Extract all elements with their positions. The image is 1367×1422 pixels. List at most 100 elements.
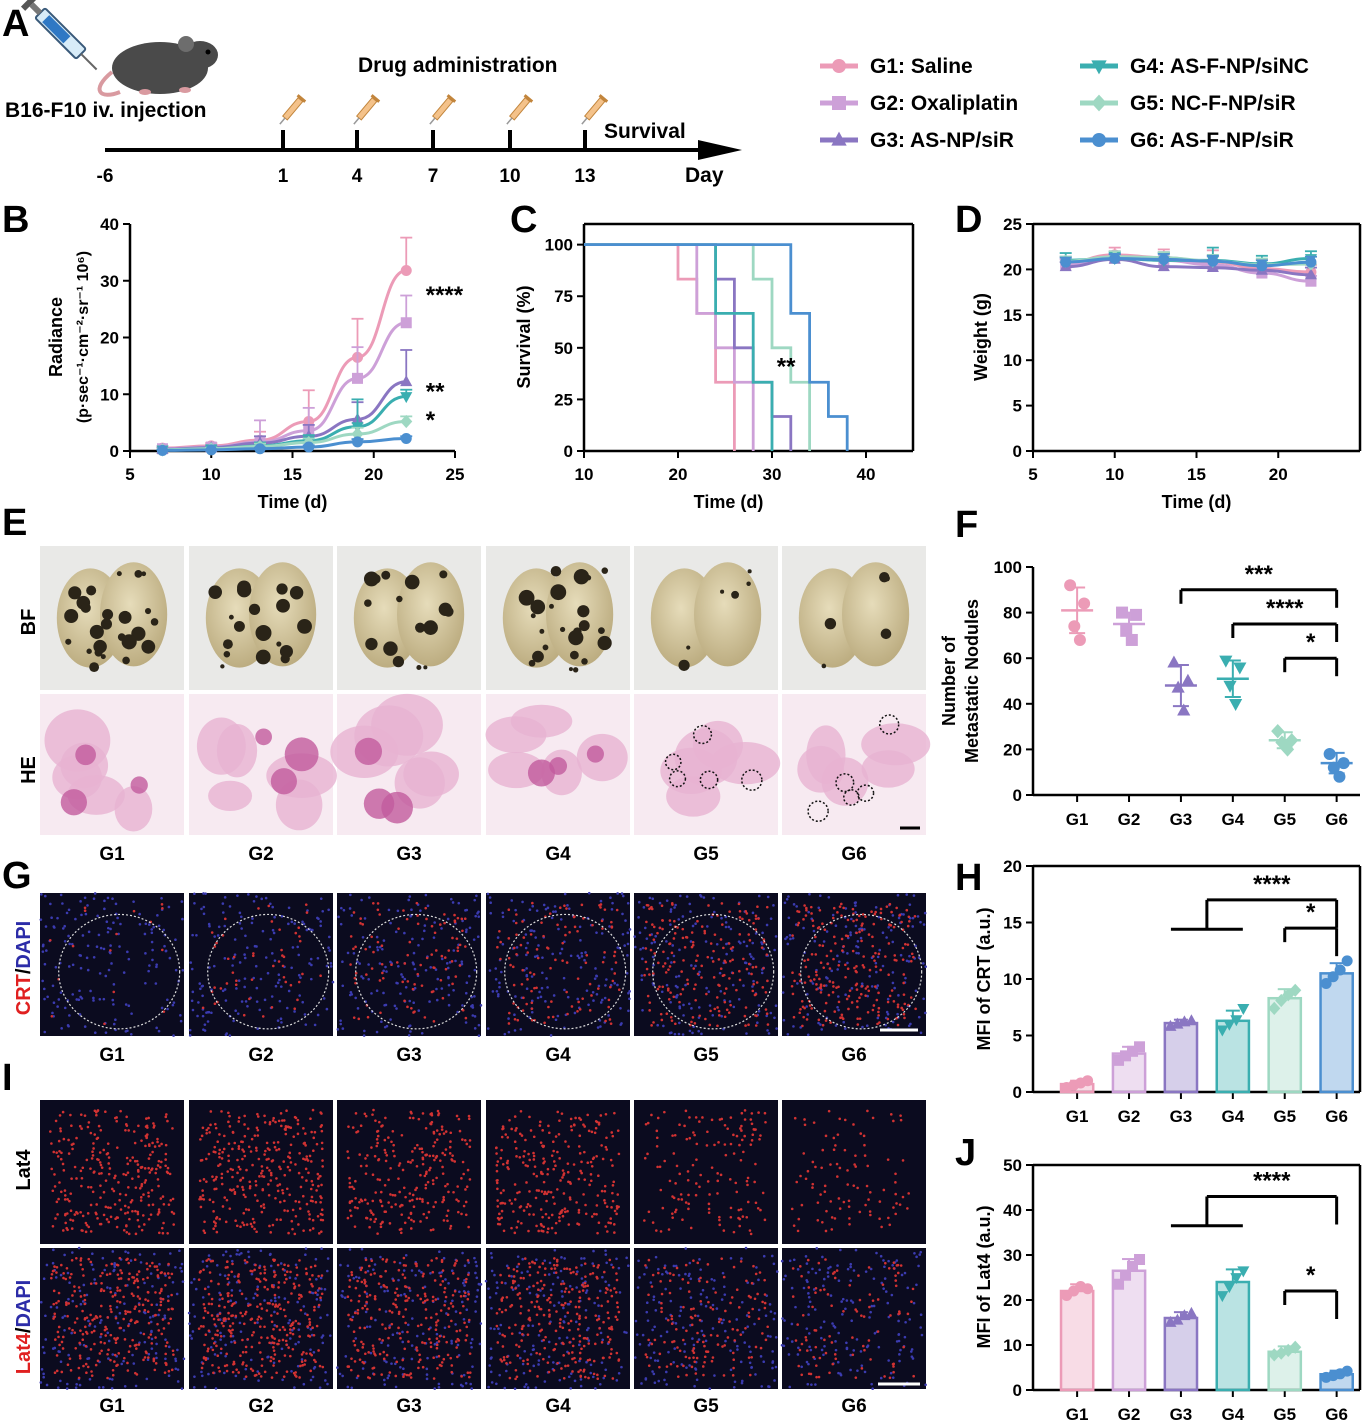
- signal-dot: [871, 1008, 875, 1012]
- signal-dot: [507, 1022, 511, 1025]
- signal-dot: [284, 1132, 288, 1136]
- nucleus-dot: [682, 1003, 685, 1007]
- nucleus-dot: [240, 927, 243, 930]
- signal-dot: [667, 968, 670, 971]
- signal-dot: [361, 923, 365, 926]
- nucleus-dot: [82, 1283, 86, 1287]
- signal-dot: [242, 1193, 246, 1197]
- signal-dot: [116, 1286, 119, 1289]
- signal-dot: [716, 1006, 719, 1009]
- nucleus-dot: [298, 994, 301, 997]
- nucleus-dot: [174, 938, 177, 941]
- nucleus-dot: [671, 944, 675, 947]
- signal-dot: [451, 936, 454, 940]
- nucleus-dot: [339, 922, 343, 926]
- signal-dot: [307, 1210, 310, 1213]
- x-tick-label: 15: [283, 465, 302, 484]
- nucleus-dot: [106, 1286, 109, 1289]
- signal-dot: [532, 1213, 535, 1216]
- signal-dot: [75, 1317, 79, 1320]
- signal-dot: [308, 1323, 312, 1326]
- signal-dot: [106, 1316, 110, 1319]
- nucleus-dot: [417, 943, 420, 947]
- data-point: [1120, 1269, 1132, 1281]
- signal-dot: [212, 1341, 216, 1345]
- nucleus-dot: [123, 1302, 126, 1305]
- nucleus-dot: [205, 1264, 209, 1268]
- signal-dot: [315, 1324, 319, 1328]
- signal-dot: [824, 1001, 828, 1005]
- signal-dot: [525, 1181, 528, 1184]
- signal-dot: [390, 1322, 394, 1326]
- nucleus-dot: [180, 900, 184, 903]
- signal-dot: [402, 1375, 405, 1379]
- signal-dot: [218, 1163, 222, 1166]
- signal-dot: [547, 1016, 550, 1019]
- signal-dot: [495, 1169, 499, 1173]
- nucleus-dot: [420, 1031, 424, 1035]
- nucleus-dot: [106, 930, 110, 934]
- nucleus-dot: [752, 979, 755, 983]
- signal-dot: [412, 1011, 415, 1014]
- signal-dot: [348, 1285, 351, 1289]
- signal-dot: [286, 1264, 290, 1268]
- signal-dot: [144, 1179, 148, 1182]
- y-tick-label: 25: [1003, 215, 1022, 234]
- signal-dot: [305, 1179, 308, 1182]
- signal-dot: [404, 1321, 407, 1325]
- signal-dot: [463, 917, 467, 921]
- signal-dot: [53, 1185, 57, 1188]
- signal-dot: [309, 1187, 313, 1191]
- nucleus-dot: [339, 1022, 342, 1026]
- signal-dot: [502, 1229, 506, 1233]
- signal-dot: [162, 1010, 166, 1013]
- nucleus-dot: [386, 1289, 389, 1293]
- signal-dot: [220, 1157, 224, 1160]
- signal-dot: [826, 962, 829, 966]
- data-point: [1333, 770, 1346, 783]
- signal-dot: [253, 1227, 256, 1231]
- signal-dot: [499, 1156, 503, 1160]
- nucleus-dot: [394, 1362, 397, 1366]
- nucleus-dot: [41, 944, 45, 948]
- signal-dot: [115, 1146, 119, 1149]
- nucleus-dot: [760, 971, 764, 975]
- timeline-tick-label: -6: [97, 166, 114, 187]
- nucleus-dot: [365, 1292, 369, 1295]
- data-point: [1207, 255, 1219, 267]
- signal-dot: [158, 1144, 161, 1148]
- signal-dot: [366, 1154, 369, 1157]
- signal-dot: [225, 1260, 229, 1264]
- nucleus-dot: [138, 912, 141, 916]
- nucleus-dot: [130, 1012, 133, 1015]
- signal-dot: [399, 1336, 402, 1340]
- nucleus-dot: [436, 977, 440, 981]
- nucleus-dot: [66, 1382, 69, 1386]
- signal-dot: [603, 1184, 607, 1188]
- nucleus-dot: [361, 1367, 365, 1370]
- signal-dot: [227, 1311, 230, 1315]
- signal-dot: [547, 1190, 550, 1194]
- nucleus-dot: [471, 1014, 475, 1017]
- nucleus-dot: [478, 1342, 482, 1346]
- signal-dot: [301, 972, 304, 976]
- signal-dot: [254, 1183, 258, 1187]
- signal-dot: [86, 1125, 90, 1129]
- nucleus-dot: [98, 972, 102, 975]
- signal-dot: [244, 1345, 248, 1349]
- nucleus-dot: [665, 940, 668, 943]
- legend-item-g2: G2: Oxaliplatin: [820, 92, 1018, 115]
- signal-dot: [348, 1181, 352, 1185]
- signal-dot: [825, 954, 829, 958]
- nucleus-dot: [908, 903, 912, 906]
- signal-dot: [578, 1116, 581, 1120]
- signal-dot: [459, 1294, 463, 1298]
- nucleus-dot: [573, 1011, 577, 1015]
- signal-dot: [708, 1023, 712, 1027]
- nucleus-dot: [235, 1253, 239, 1256]
- nucleus-dot: [367, 978, 370, 981]
- signal-dot: [696, 919, 699, 923]
- signal-dot: [387, 1136, 390, 1139]
- signal-dot: [364, 1172, 368, 1175]
- nucleus-dot: [539, 995, 543, 999]
